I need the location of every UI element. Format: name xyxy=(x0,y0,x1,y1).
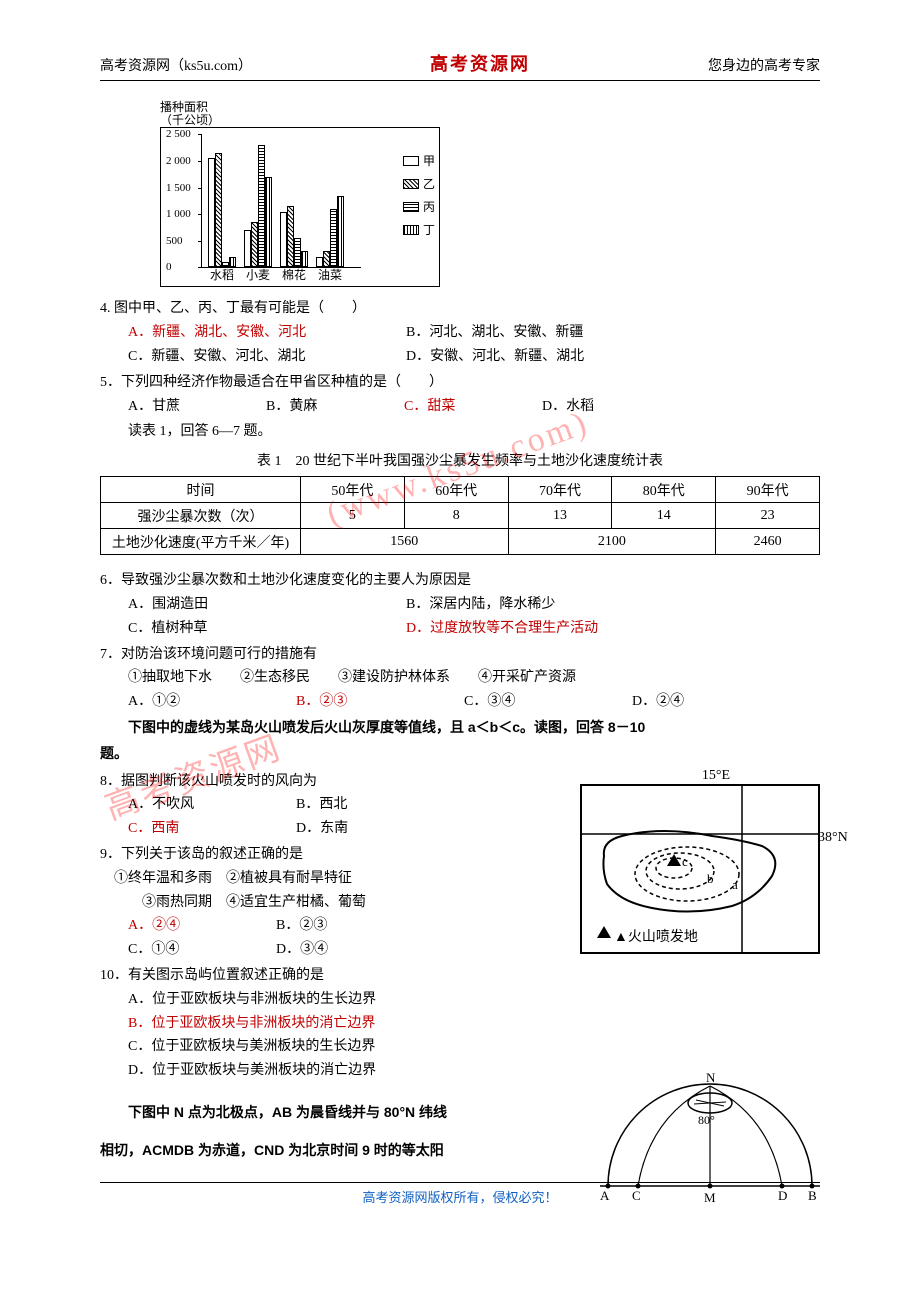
q9-opt-c: C．①④ xyxy=(128,938,248,962)
question-7: 7．对防治该环境问题可行的措施有 ①抽取地下水 ②生态移民 ③建设防护林体系 ④… xyxy=(100,643,820,714)
q7-opt-c: C．③④ xyxy=(464,690,604,714)
q6-opt-b: B．深居内陆，降水稀少 xyxy=(406,593,555,617)
q4-opt-d: D．安徽、河北、新疆、湖北 xyxy=(406,345,584,369)
q6-opt-c: C．植树种草 xyxy=(128,617,378,641)
bar xyxy=(244,230,251,267)
map-legend: ▲火山喷发地 xyxy=(614,926,698,946)
q8-opt-d: D．东南 xyxy=(296,817,348,841)
header-right: 您身边的高考专家 xyxy=(708,55,820,75)
pre-q6-q7: 读表 1，回答 6—7 题。 xyxy=(100,420,820,444)
question-4: 4. 图中甲、乙、丙、丁最有可能是（ ） A．新疆、湖北、安徽、河北 B．河北、… xyxy=(100,297,820,368)
svg-text:c: c xyxy=(682,854,688,869)
question-6: 6．导致强沙尘暴次数和土地沙化速度变化的主要人为原因是 A．围湖造田 B．深居内… xyxy=(100,569,820,640)
q8-opt-c: C．西南 xyxy=(128,817,268,841)
chart-legend: 甲 乙 丙 丁 xyxy=(403,152,435,244)
pre-q8-10: 下图中的虚线为某岛火山喷发后火山灰厚度等值线，且 a＜b＜c。读图，回答 8－1… xyxy=(100,716,820,740)
q9-opt-b: B．②③ xyxy=(276,914,327,938)
island-map: a b c ▲火山喷发地 xyxy=(580,784,820,954)
q7-opt-a: A．①② xyxy=(128,690,268,714)
header-center: 高考资源网 xyxy=(430,50,530,76)
pre-q8-10b: 题。 xyxy=(100,742,820,766)
q4-opt-a: A．新疆、湖北、安徽、河北 xyxy=(128,321,378,345)
q9-opt-d: D．③④ xyxy=(276,938,328,962)
q4-opt-c: C．新疆、安徽、河北、湖北 xyxy=(128,345,378,369)
bar xyxy=(287,206,294,267)
q6-opt-a: A．围湖造田 xyxy=(128,593,378,617)
globe-diagram: N 80° A B C D M xyxy=(600,1056,820,1216)
question-10: 10．有关图示岛屿位置叙述正确的是 A．位于亚欧板块与非洲板块的生长边界 B．位… xyxy=(100,964,572,1083)
bar xyxy=(301,251,308,267)
table-caption: 表 1 20 世纪下半叶我国强沙尘暴发生频率与土地沙化速度统计表 xyxy=(100,450,820,470)
map-lat-label: 38°N xyxy=(818,830,920,846)
question-9: 9．下列关于该岛的叙述正确的是 ①终年温和多雨 ②植被具有耐旱特征 ③雨热同期 … xyxy=(100,843,572,962)
q4-opt-b: B．河北、湖北、安徽、新疆 xyxy=(406,321,583,345)
svg-text:80°: 80° xyxy=(698,1113,715,1127)
bar xyxy=(265,177,272,267)
svg-text:a: a xyxy=(732,877,738,892)
q8-opt-a: A．不吹风 xyxy=(128,793,268,817)
bar xyxy=(258,145,265,267)
q8-opt-b: B．西北 xyxy=(296,793,347,817)
question-8: 8．据图判断该火山喷发时的风向为 A．不吹风 B．西北 C．西南 D．东南 xyxy=(100,770,572,841)
q7-opt-b: B．②③ xyxy=(296,690,436,714)
data-table: 时间 50年代 60年代 70年代 80年代 90年代 强沙尘暴次数（次） 5 … xyxy=(100,476,820,555)
bar xyxy=(294,238,301,267)
svg-text:M: M xyxy=(704,1190,716,1205)
q5-opt-b: B．黄麻 xyxy=(266,395,376,419)
q9-items: ①终年温和多雨 ②植被具有耐旱特征 ③雨热同期 ④适宜生产柑橘、葡萄 xyxy=(100,867,572,915)
svg-text:B: B xyxy=(808,1188,817,1203)
q7-items: ①抽取地下水 ②生态移民 ③建设防护林体系 ④开采矿产资源 xyxy=(100,666,820,690)
bar xyxy=(215,153,222,267)
q10-opt-d: D．位于亚欧板块与美洲板块的消亡边界 xyxy=(100,1059,572,1083)
question-5: 5．下列四种经济作物最适合在甲省区种植的是（ ） A．甘蔗 B．黄麻 C．甜菜 … xyxy=(100,371,820,419)
q10-opt-a: A．位于亚欧板块与非洲板块的生长边界 xyxy=(100,988,572,1012)
bar xyxy=(330,209,337,268)
table-row: 强沙尘暴次数（次） 5 8 13 14 23 xyxy=(101,503,820,529)
bar-chart: 播种面积 （千公顷） 05001 0001 5002 0002 500水稻小麦棉… xyxy=(160,101,440,287)
q7-opt-d: D．②④ xyxy=(632,690,684,714)
q5-opt-a: A．甘蔗 xyxy=(128,395,238,419)
chart-ylabel: 播种面积 （千公顷） xyxy=(160,101,440,127)
bar xyxy=(208,158,215,267)
q9-opt-a: A．②④ xyxy=(128,914,248,938)
q10-opt-c: C．位于亚欧板块与美洲板块的生长边界 xyxy=(100,1035,572,1059)
header-left: 高考资源网（ks5u.com） xyxy=(100,55,252,75)
map-lon-label: 15°E xyxy=(572,768,820,784)
bar xyxy=(337,196,344,268)
svg-text:b: b xyxy=(707,871,714,886)
svg-text:C: C xyxy=(632,1188,641,1203)
table-row: 土地沙化速度(平方千米／年) 1560 2100 2460 xyxy=(101,529,820,555)
table-header-row: 时间 50年代 60年代 70年代 80年代 90年代 xyxy=(101,477,820,503)
q10-opt-b: B．位于亚欧板块与非洲板块的消亡边界 xyxy=(100,1012,572,1036)
bar xyxy=(323,251,330,267)
q5-opt-d: D．水稻 xyxy=(542,395,594,419)
page-header: 高考资源网（ks5u.com） 高考资源网 您身边的高考专家 xyxy=(100,50,820,81)
svg-text:A: A xyxy=(600,1188,610,1203)
q5-opt-c: C．甜菜 xyxy=(404,395,514,419)
bar xyxy=(280,212,287,268)
svg-text:N: N xyxy=(706,1070,716,1085)
q6-opt-d: D．过度放牧等不合理生产活动 xyxy=(406,617,598,641)
bar xyxy=(251,222,258,267)
svg-text:D: D xyxy=(778,1188,787,1203)
